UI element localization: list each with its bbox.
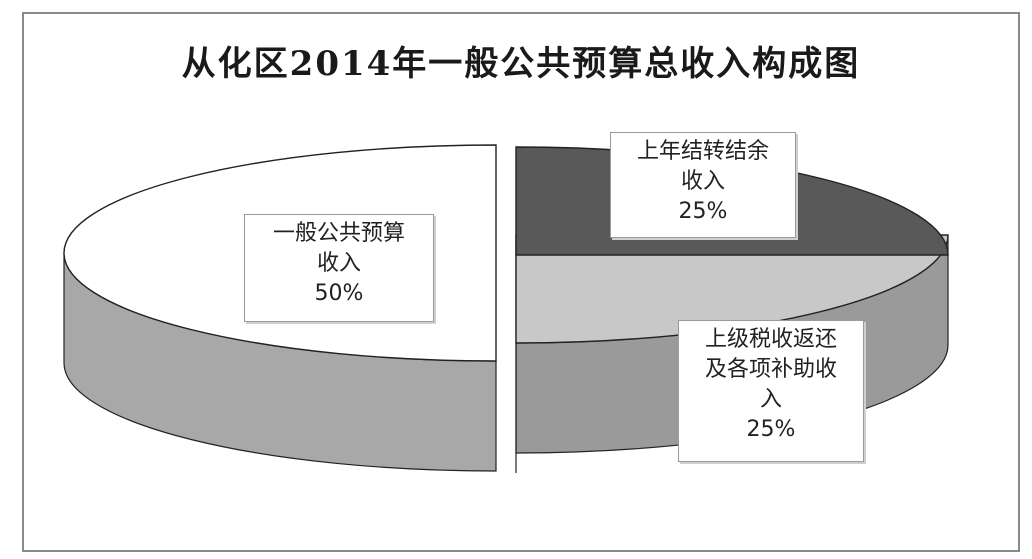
slice-value: 50% xyxy=(314,281,364,306)
slice-label-line: 上级税收返还 xyxy=(704,327,837,352)
slice-value: 25% xyxy=(678,199,728,224)
slice-value: 25% xyxy=(746,417,796,442)
slice-label-line: 入 xyxy=(759,387,782,412)
slice-label-line: 上年结转结余 xyxy=(636,139,769,164)
chart-title: 从化区2014年一般公共预算总收入构成图 xyxy=(181,44,861,84)
slice-label-line: 一般公共预算 xyxy=(272,221,405,246)
slice-label-carryover: 上年结转结余 收入 25% xyxy=(610,132,796,238)
slice-label-transfers: 上级税收返还 及各项补助收 入 25% xyxy=(678,320,864,462)
pie-chart xyxy=(63,144,949,473)
pie-slice-top xyxy=(515,234,949,344)
chart-frame: 从化区2014年一般公共预算总收入构成图 一般公共预算 收入 50% 上年结转结… xyxy=(22,12,1020,552)
slice-label-general-budget: 一般公共预算 收入 50% xyxy=(244,214,434,322)
slice-label-line: 及各项补助收 xyxy=(704,357,837,382)
slice-label-line: 收入 xyxy=(316,251,361,276)
slice-label-line: 收入 xyxy=(680,169,725,194)
